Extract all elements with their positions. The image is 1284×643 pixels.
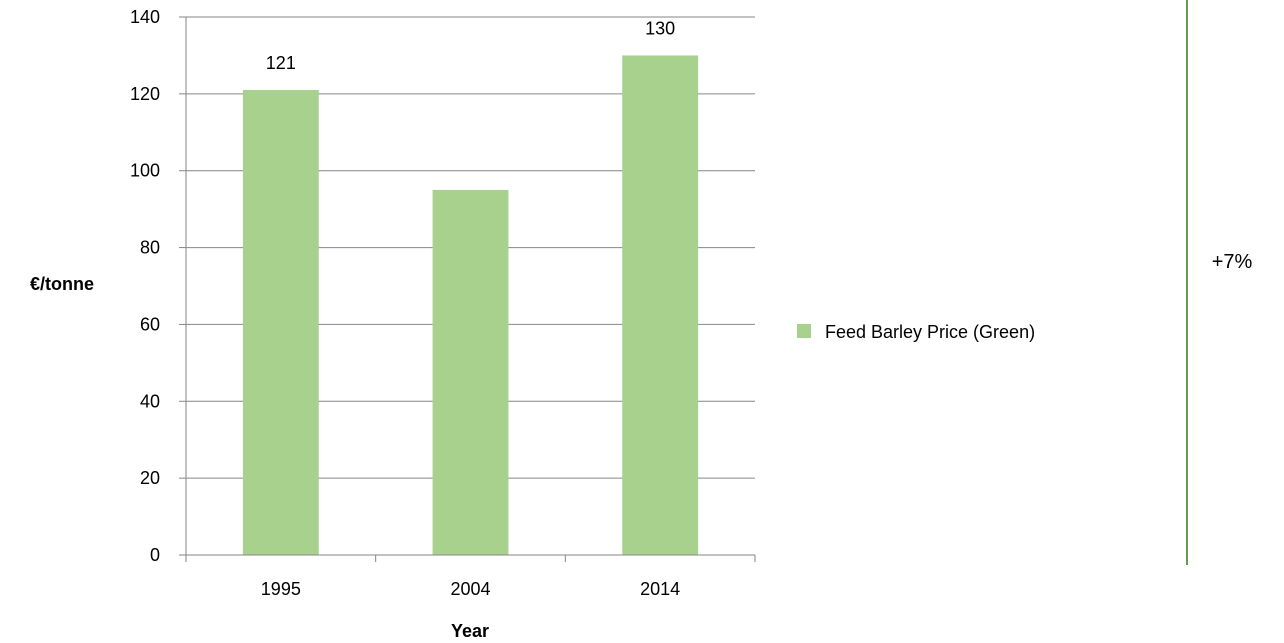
y-tick-label: 40 <box>140 391 160 411</box>
x-axis-title: Year <box>451 621 489 641</box>
legend-swatch <box>797 324 811 338</box>
axes <box>179 16 756 562</box>
y-tick-label: 0 <box>150 545 160 565</box>
annotation-label: +7% <box>1212 251 1253 273</box>
y-tick-label: 100 <box>130 161 160 181</box>
bar <box>242 90 319 555</box>
y-axis-title: €/tonne <box>30 274 94 294</box>
x-tick-label: 1995 <box>261 579 301 599</box>
legend: Feed Barley Price (Green) <box>797 322 1035 342</box>
legend-label: Feed Barley Price (Green) <box>825 322 1035 342</box>
y-tick-label: 140 <box>130 7 160 27</box>
y-tick-label: 20 <box>140 468 160 488</box>
x-tick-label: 2014 <box>640 579 680 599</box>
bar <box>622 55 699 556</box>
labels: 0 20 40 60 80 100 120 140 1995 121 2004 2014 130 <box>130 7 680 599</box>
y-tick-label: 60 <box>140 314 160 334</box>
y-tick-label: 80 <box>140 238 160 258</box>
y-tick-label: 120 <box>130 84 160 104</box>
x-tick-label: 2004 <box>450 579 490 599</box>
bars <box>242 55 699 556</box>
bar <box>432 189 509 555</box>
data-label: 130 <box>645 18 675 38</box>
data-label: 121 <box>266 53 296 73</box>
